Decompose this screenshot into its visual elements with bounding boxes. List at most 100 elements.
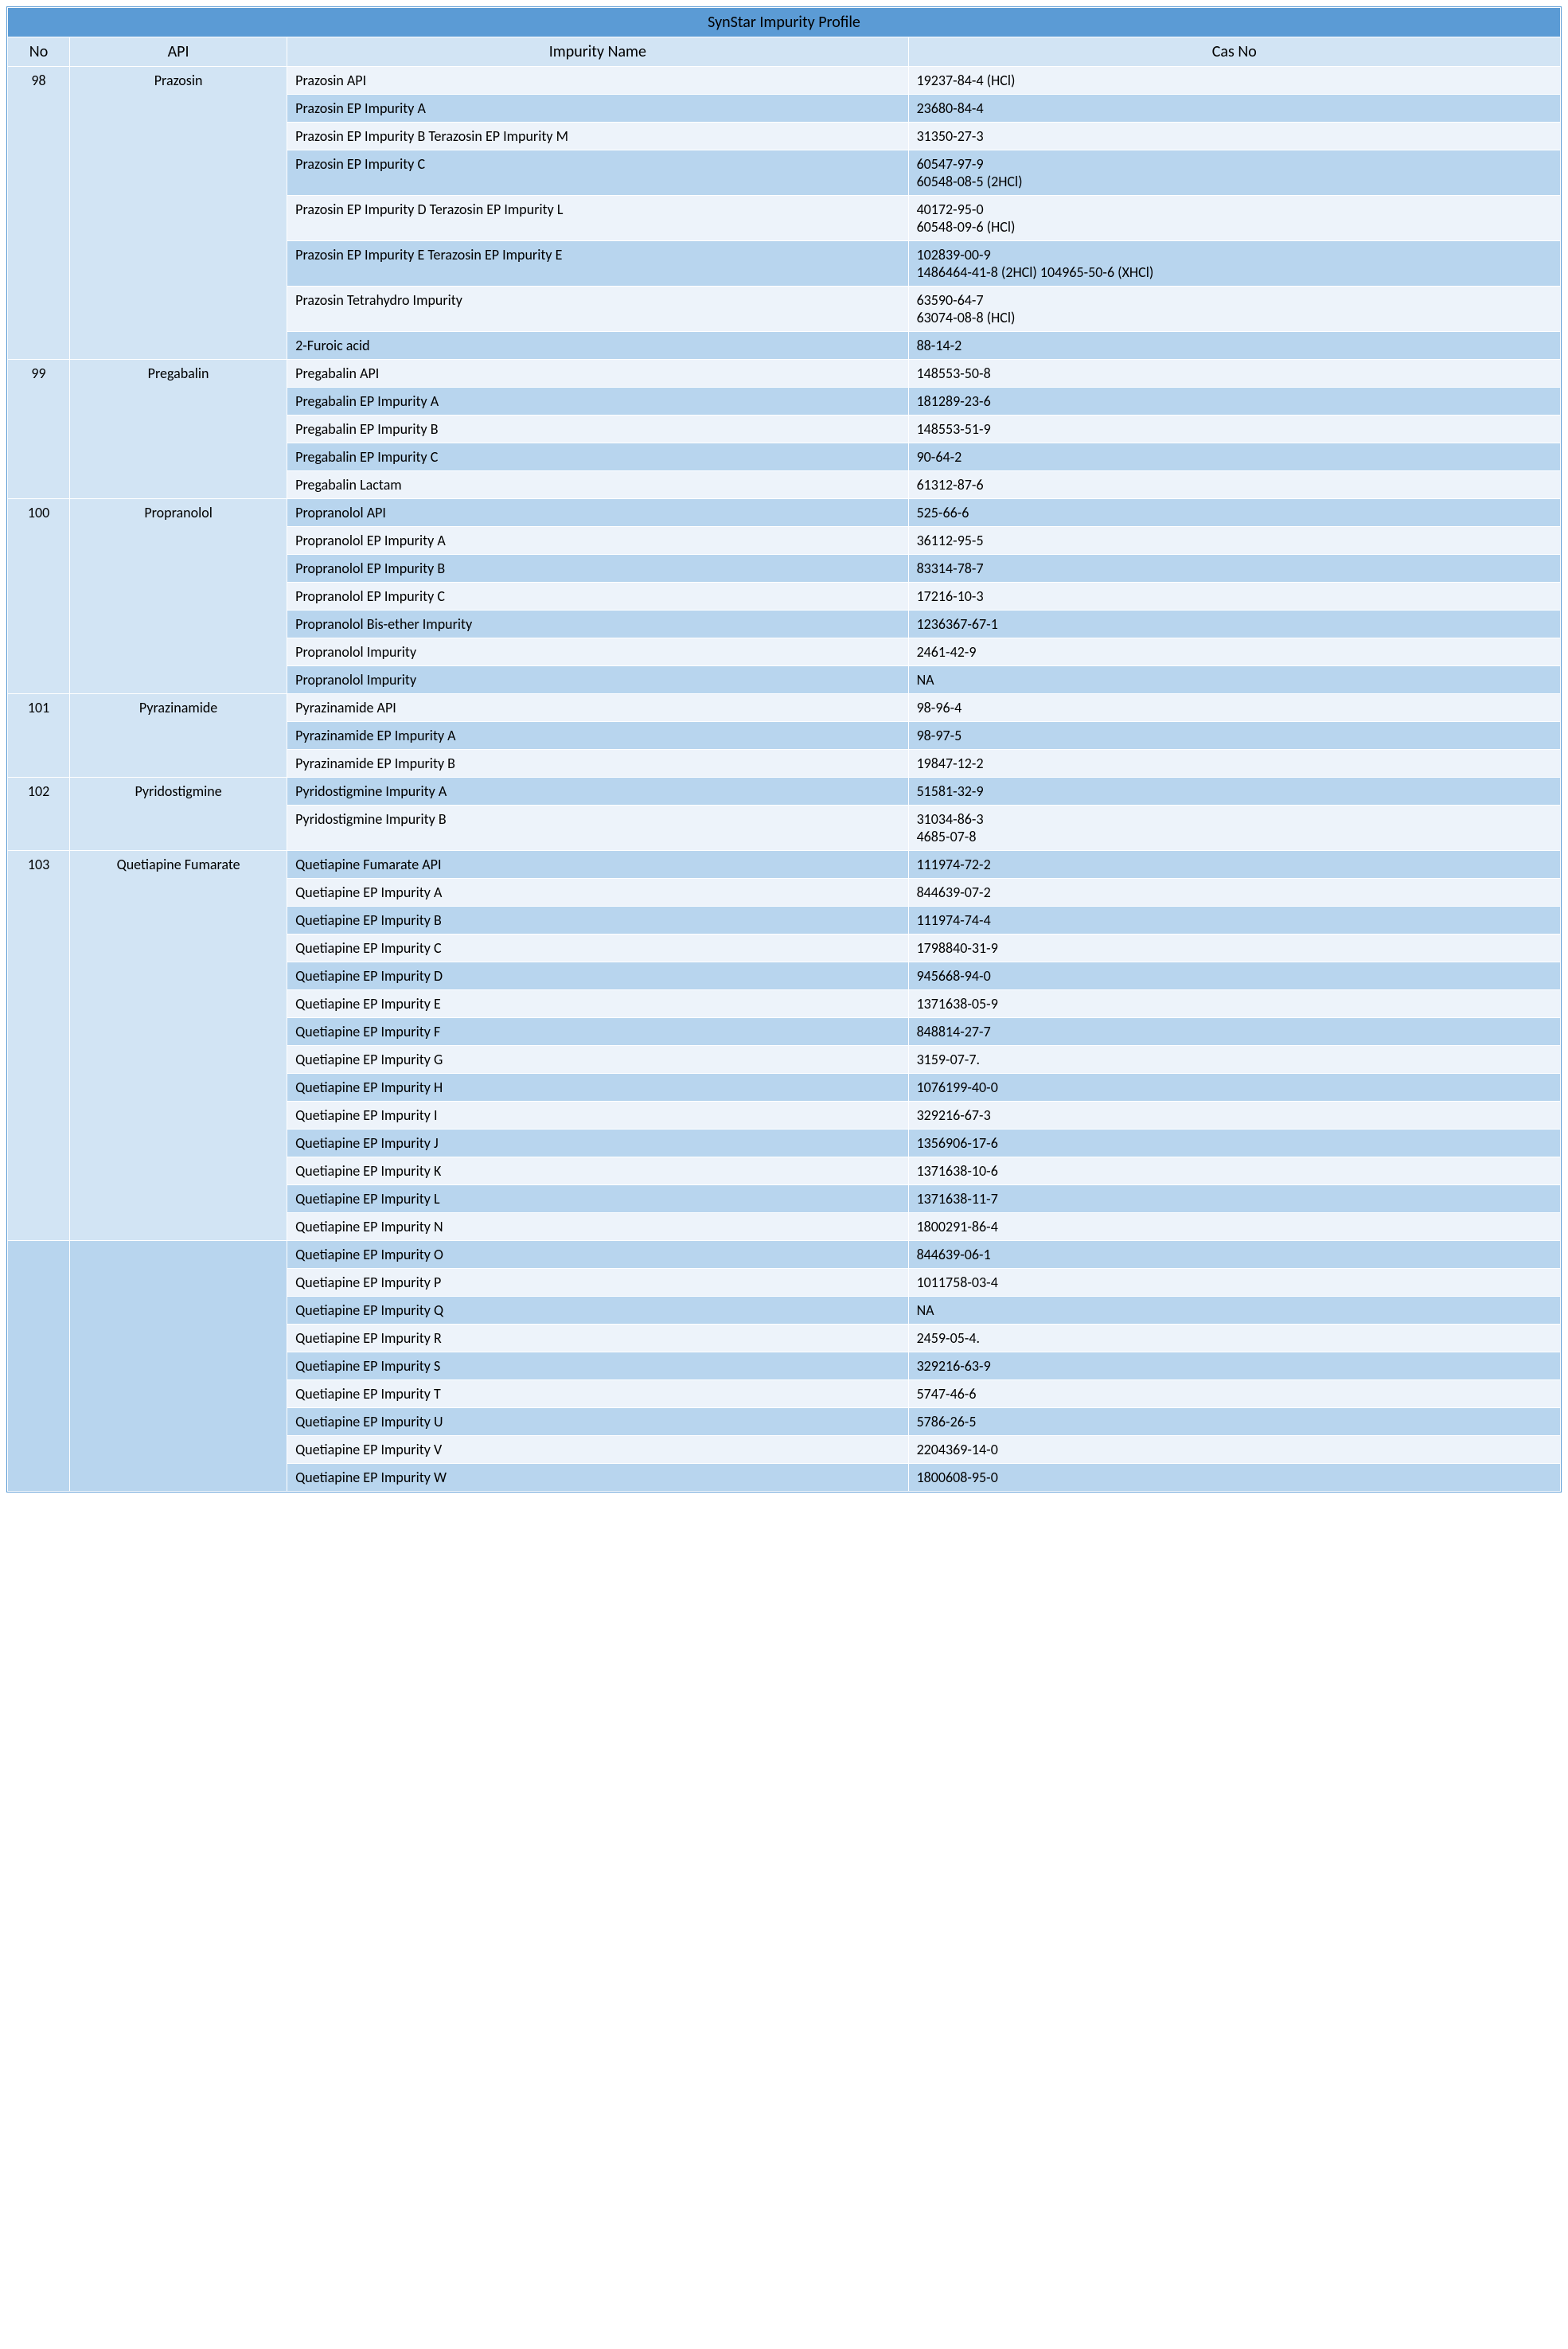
cell-cas-no: 111974-72-2 bbox=[908, 851, 1560, 879]
cell-api: Pyridostigmine bbox=[70, 778, 287, 851]
cell-impurity-name: Propranolol EP Impurity B bbox=[287, 555, 908, 583]
impurity-table-container: SynStar Impurity Profile No API Impurity… bbox=[6, 6, 1562, 1493]
cell-api: Quetiapine Fumarate bbox=[70, 851, 287, 1241]
cell-cas-no: 31034-86-34685-07-8 bbox=[908, 806, 1560, 851]
cell-cas-no: 36112-95-5 bbox=[908, 527, 1560, 555]
header-row: No API Impurity Name Cas No bbox=[8, 37, 1561, 67]
cell-api: Pyrazinamide bbox=[70, 694, 287, 778]
cell-cas-no: 83314-78-7 bbox=[908, 555, 1560, 583]
cell-impurity-name: Quetiapine EP Impurity W bbox=[287, 1464, 908, 1492]
cell-impurity-name: Pyridostigmine Impurity A bbox=[287, 778, 908, 806]
cell-cas-no: 844639-06-1 bbox=[908, 1241, 1560, 1269]
cell-impurity-name: Quetiapine EP Impurity T bbox=[287, 1380, 908, 1408]
title-row: SynStar Impurity Profile bbox=[8, 8, 1561, 37]
header-name: Impurity Name bbox=[287, 37, 908, 67]
cell-impurity-name: Quetiapine EP Impurity G bbox=[287, 1046, 908, 1074]
cell-no: 102 bbox=[8, 778, 70, 851]
cell-cas-no: 525-66-6 bbox=[908, 499, 1560, 527]
table-row: Quetiapine EP Impurity O844639-06-1 bbox=[8, 1241, 1561, 1269]
cell-cas-no: 88-14-2 bbox=[908, 332, 1560, 360]
cell-impurity-name: Quetiapine EP Impurity Q bbox=[287, 1297, 908, 1325]
cell-impurity-name: Pyrazinamide EP Impurity A bbox=[287, 722, 908, 750]
cell-impurity-name: Prazosin EP Impurity B Terazosin EP Impu… bbox=[287, 123, 908, 150]
cell-impurity-name: Pyridostigmine Impurity B bbox=[287, 806, 908, 851]
cell-impurity-name: Pregabalin EP Impurity B bbox=[287, 416, 908, 443]
cell-impurity-name: Quetiapine EP Impurity U bbox=[287, 1408, 908, 1436]
cell-impurity-name: Quetiapine EP Impurity V bbox=[287, 1436, 908, 1464]
cell-impurity-name: Propranolol Impurity bbox=[287, 638, 908, 666]
cell-cas-no: 17216-10-3 bbox=[908, 583, 1560, 611]
table-row: 102PyridostigminePyridostigmine Impurity… bbox=[8, 778, 1561, 806]
cell-impurity-name: Pregabalin EP Impurity C bbox=[287, 443, 908, 471]
cell-impurity-name: Propranolol EP Impurity A bbox=[287, 527, 908, 555]
cell-cas-no: 1371638-11-7 bbox=[908, 1185, 1560, 1213]
cell-impurity-name: Quetiapine EP Impurity J bbox=[287, 1130, 908, 1157]
cell-cas-no: 1800291-86-4 bbox=[908, 1213, 1560, 1241]
cell-impurity-name: Quetiapine EP Impurity N bbox=[287, 1213, 908, 1241]
cell-cas-no: 23680-84-4 bbox=[908, 95, 1560, 123]
cell-impurity-name: Prazosin Tetrahydro Impurity bbox=[287, 287, 908, 332]
cell-cas-no: 111974-74-4 bbox=[908, 907, 1560, 935]
cell-api: Pregabalin bbox=[70, 360, 287, 499]
cell-api: Propranolol bbox=[70, 499, 287, 694]
cell-impurity-name: Propranolol Bis-ether Impurity bbox=[287, 611, 908, 638]
cell-impurity-name: Quetiapine EP Impurity O bbox=[287, 1241, 908, 1269]
cell-cas-no: 1356906-17-6 bbox=[908, 1130, 1560, 1157]
cell-cas-no: 148553-50-8 bbox=[908, 360, 1560, 388]
cell-api bbox=[70, 1241, 287, 1492]
table-row: 98PrazosinPrazosin API19237-84-4 (HCl) bbox=[8, 67, 1561, 95]
cell-impurity-name: Prazosin EP Impurity D Terazosin EP Impu… bbox=[287, 196, 908, 241]
cell-impurity-name: Prazosin EP Impurity A bbox=[287, 95, 908, 123]
cell-cas-no: 181289-23-6 bbox=[908, 388, 1560, 416]
cell-impurity-name: Pregabalin Lactam bbox=[287, 471, 908, 499]
cell-cas-no: 19237-84-4 (HCl) bbox=[908, 67, 1560, 95]
cell-cas-no: 2204369-14-0 bbox=[908, 1436, 1560, 1464]
cell-cas-no: 98-96-4 bbox=[908, 694, 1560, 722]
cell-cas-no: 5747-46-6 bbox=[908, 1380, 1560, 1408]
cell-impurity-name: Pyrazinamide API bbox=[287, 694, 908, 722]
cell-impurity-name: Propranolol EP Impurity C bbox=[287, 583, 908, 611]
cell-impurity-name: Quetiapine Fumarate API bbox=[287, 851, 908, 879]
cell-impurity-name: Quetiapine EP Impurity B bbox=[287, 907, 908, 935]
cell-impurity-name: Pyrazinamide EP Impurity B bbox=[287, 750, 908, 778]
cell-api: Prazosin bbox=[70, 67, 287, 360]
cell-no bbox=[8, 1241, 70, 1492]
cell-cas-no: 329216-63-9 bbox=[908, 1352, 1560, 1380]
cell-impurity-name: Quetiapine EP Impurity I bbox=[287, 1102, 908, 1130]
cell-cas-no: 63590-64-763074-08-8 (HCl) bbox=[908, 287, 1560, 332]
table-row: 99PregabalinPregabalin API148553-50-8 bbox=[8, 360, 1561, 388]
cell-impurity-name: Quetiapine EP Impurity P bbox=[287, 1269, 908, 1297]
cell-no: 98 bbox=[8, 67, 70, 360]
cell-impurity-name: 2-Furoic acid bbox=[287, 332, 908, 360]
cell-impurity-name: Quetiapine EP Impurity C bbox=[287, 935, 908, 962]
cell-cas-no: 61312-87-6 bbox=[908, 471, 1560, 499]
table-row: 101PyrazinamidePyrazinamide API98-96-4 bbox=[8, 694, 1561, 722]
cell-cas-no: 1011758-03-4 bbox=[908, 1269, 1560, 1297]
cell-impurity-name: Quetiapine EP Impurity E bbox=[287, 990, 908, 1018]
table-title: SynStar Impurity Profile bbox=[8, 8, 1561, 37]
cell-no: 100 bbox=[8, 499, 70, 694]
header-no: No bbox=[8, 37, 70, 67]
header-api: API bbox=[70, 37, 287, 67]
cell-cas-no: 98-97-5 bbox=[908, 722, 1560, 750]
cell-impurity-name: Quetiapine EP Impurity L bbox=[287, 1185, 908, 1213]
cell-impurity-name: Quetiapine EP Impurity F bbox=[287, 1018, 908, 1046]
cell-cas-no: 1798840-31-9 bbox=[908, 935, 1560, 962]
cell-impurity-name: Quetiapine EP Impurity D bbox=[287, 962, 908, 990]
cell-impurity-name: Pregabalin API bbox=[287, 360, 908, 388]
impurity-table: SynStar Impurity Profile No API Impurity… bbox=[7, 7, 1561, 1492]
cell-cas-no: 1800608-95-0 bbox=[908, 1464, 1560, 1492]
cell-impurity-name: Quetiapine EP Impurity S bbox=[287, 1352, 908, 1380]
cell-cas-no: 1076199-40-0 bbox=[908, 1074, 1560, 1102]
cell-cas-no: 329216-67-3 bbox=[908, 1102, 1560, 1130]
cell-cas-no: 945668-94-0 bbox=[908, 962, 1560, 990]
cell-cas-no: 1371638-10-6 bbox=[908, 1157, 1560, 1185]
cell-cas-no: 1236367-67-1 bbox=[908, 611, 1560, 638]
cell-cas-no: 90-64-2 bbox=[908, 443, 1560, 471]
cell-impurity-name: Prazosin EP Impurity C bbox=[287, 150, 908, 196]
cell-impurity-name: Propranolol API bbox=[287, 499, 908, 527]
cell-impurity-name: Quetiapine EP Impurity A bbox=[287, 879, 908, 907]
cell-cas-no: 60547-97-960548-08-5 (2HCl) bbox=[908, 150, 1560, 196]
cell-cas-no: 1371638-05-9 bbox=[908, 990, 1560, 1018]
cell-no: 99 bbox=[8, 360, 70, 499]
